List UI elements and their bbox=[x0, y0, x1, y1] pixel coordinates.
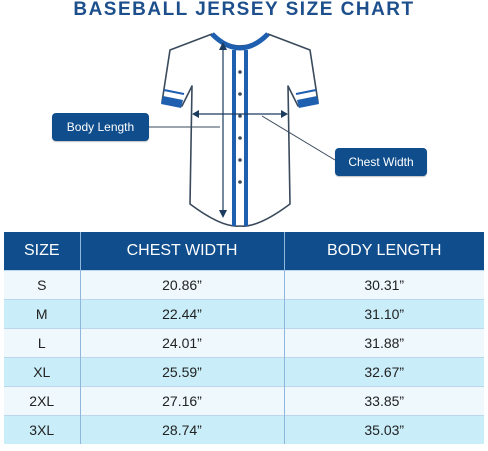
chest-width-cell: 24.01” bbox=[79, 328, 284, 358]
body-length-cell: 32.67” bbox=[283, 357, 484, 387]
header-chest-width: CHEST WIDTH bbox=[79, 232, 284, 271]
body-length-cell: 31.10” bbox=[283, 299, 484, 329]
size-cell: 3XL bbox=[4, 415, 80, 444]
table-row: S 20.86” 30.31” bbox=[4, 270, 484, 300]
header-body-length: BODY LENGTH bbox=[283, 232, 484, 271]
page-title: BASEBALL JERSEY SIZE CHART bbox=[73, 0, 415, 20]
chest-width-cell: 25.59” bbox=[79, 357, 284, 387]
size-table: SIZE CHEST WIDTH BODY LENGTH S 20.86” 30… bbox=[4, 232, 484, 444]
body-length-callout: Body Length bbox=[52, 113, 149, 141]
size-cell: L bbox=[4, 328, 80, 358]
body-length-arrow bbox=[219, 42, 227, 218]
chest-width-arrow bbox=[192, 110, 288, 118]
table-row: M 22.44” 31.10” bbox=[4, 299, 484, 329]
size-cell: XL bbox=[4, 357, 80, 387]
table-row: L 24.01” 31.88” bbox=[4, 328, 484, 358]
body-length-cell: 33.85” bbox=[283, 386, 484, 416]
chest-width-callout: Chest Width bbox=[335, 148, 427, 176]
chest-width-cell: 22.44” bbox=[79, 299, 284, 329]
sleeve-trim-right-inner bbox=[295, 89, 317, 95]
jersey-collar bbox=[210, 32, 270, 51]
table-header-row: SIZE CHEST WIDTH BODY LENGTH bbox=[4, 232, 484, 271]
table-row: XL 25.59” 32.67” bbox=[4, 357, 484, 387]
body-length-cell: 30.31” bbox=[283, 270, 484, 300]
jersey-illustration bbox=[149, 32, 336, 227]
size-cell: S bbox=[4, 270, 80, 300]
jersey-outline bbox=[161, 33, 319, 227]
chest-width-cell: 28.74” bbox=[79, 415, 284, 444]
chest-width-cell: 27.16” bbox=[79, 386, 284, 416]
sleeve-trim-left bbox=[161, 96, 183, 108]
sleeve-trim-right bbox=[297, 96, 319, 108]
size-cell: 2XL bbox=[4, 386, 80, 416]
body-length-cell: 35.03” bbox=[283, 415, 484, 444]
header-size: SIZE bbox=[4, 232, 80, 271]
table-row: 3XL 28.74” 35.03” bbox=[4, 415, 484, 444]
body-length-cell: 31.88” bbox=[283, 328, 484, 358]
jersey-buttons bbox=[238, 70, 242, 184]
table-row: 2XL 27.16” 33.85” bbox=[4, 386, 484, 416]
sleeve-trim-left-inner bbox=[163, 89, 185, 95]
chest-width-leader bbox=[261, 115, 336, 161]
chest-width-cell: 20.86” bbox=[79, 270, 284, 300]
size-cell: M bbox=[4, 299, 80, 329]
